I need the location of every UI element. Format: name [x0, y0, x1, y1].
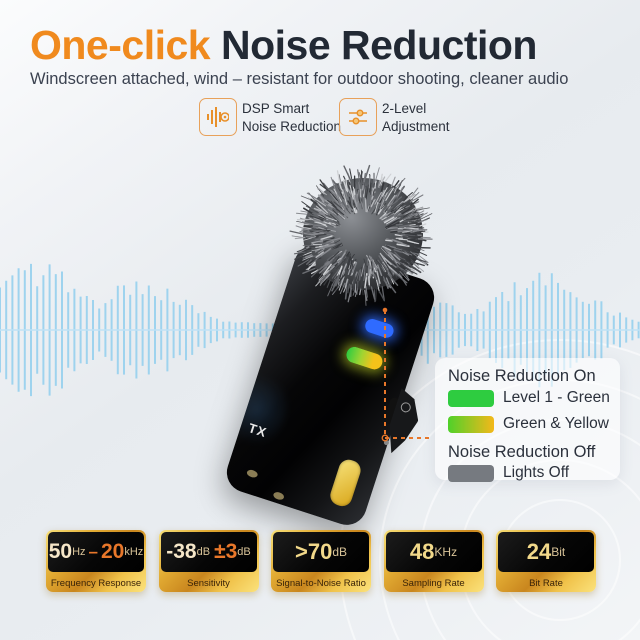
svg-text:TX: TX [247, 420, 269, 440]
